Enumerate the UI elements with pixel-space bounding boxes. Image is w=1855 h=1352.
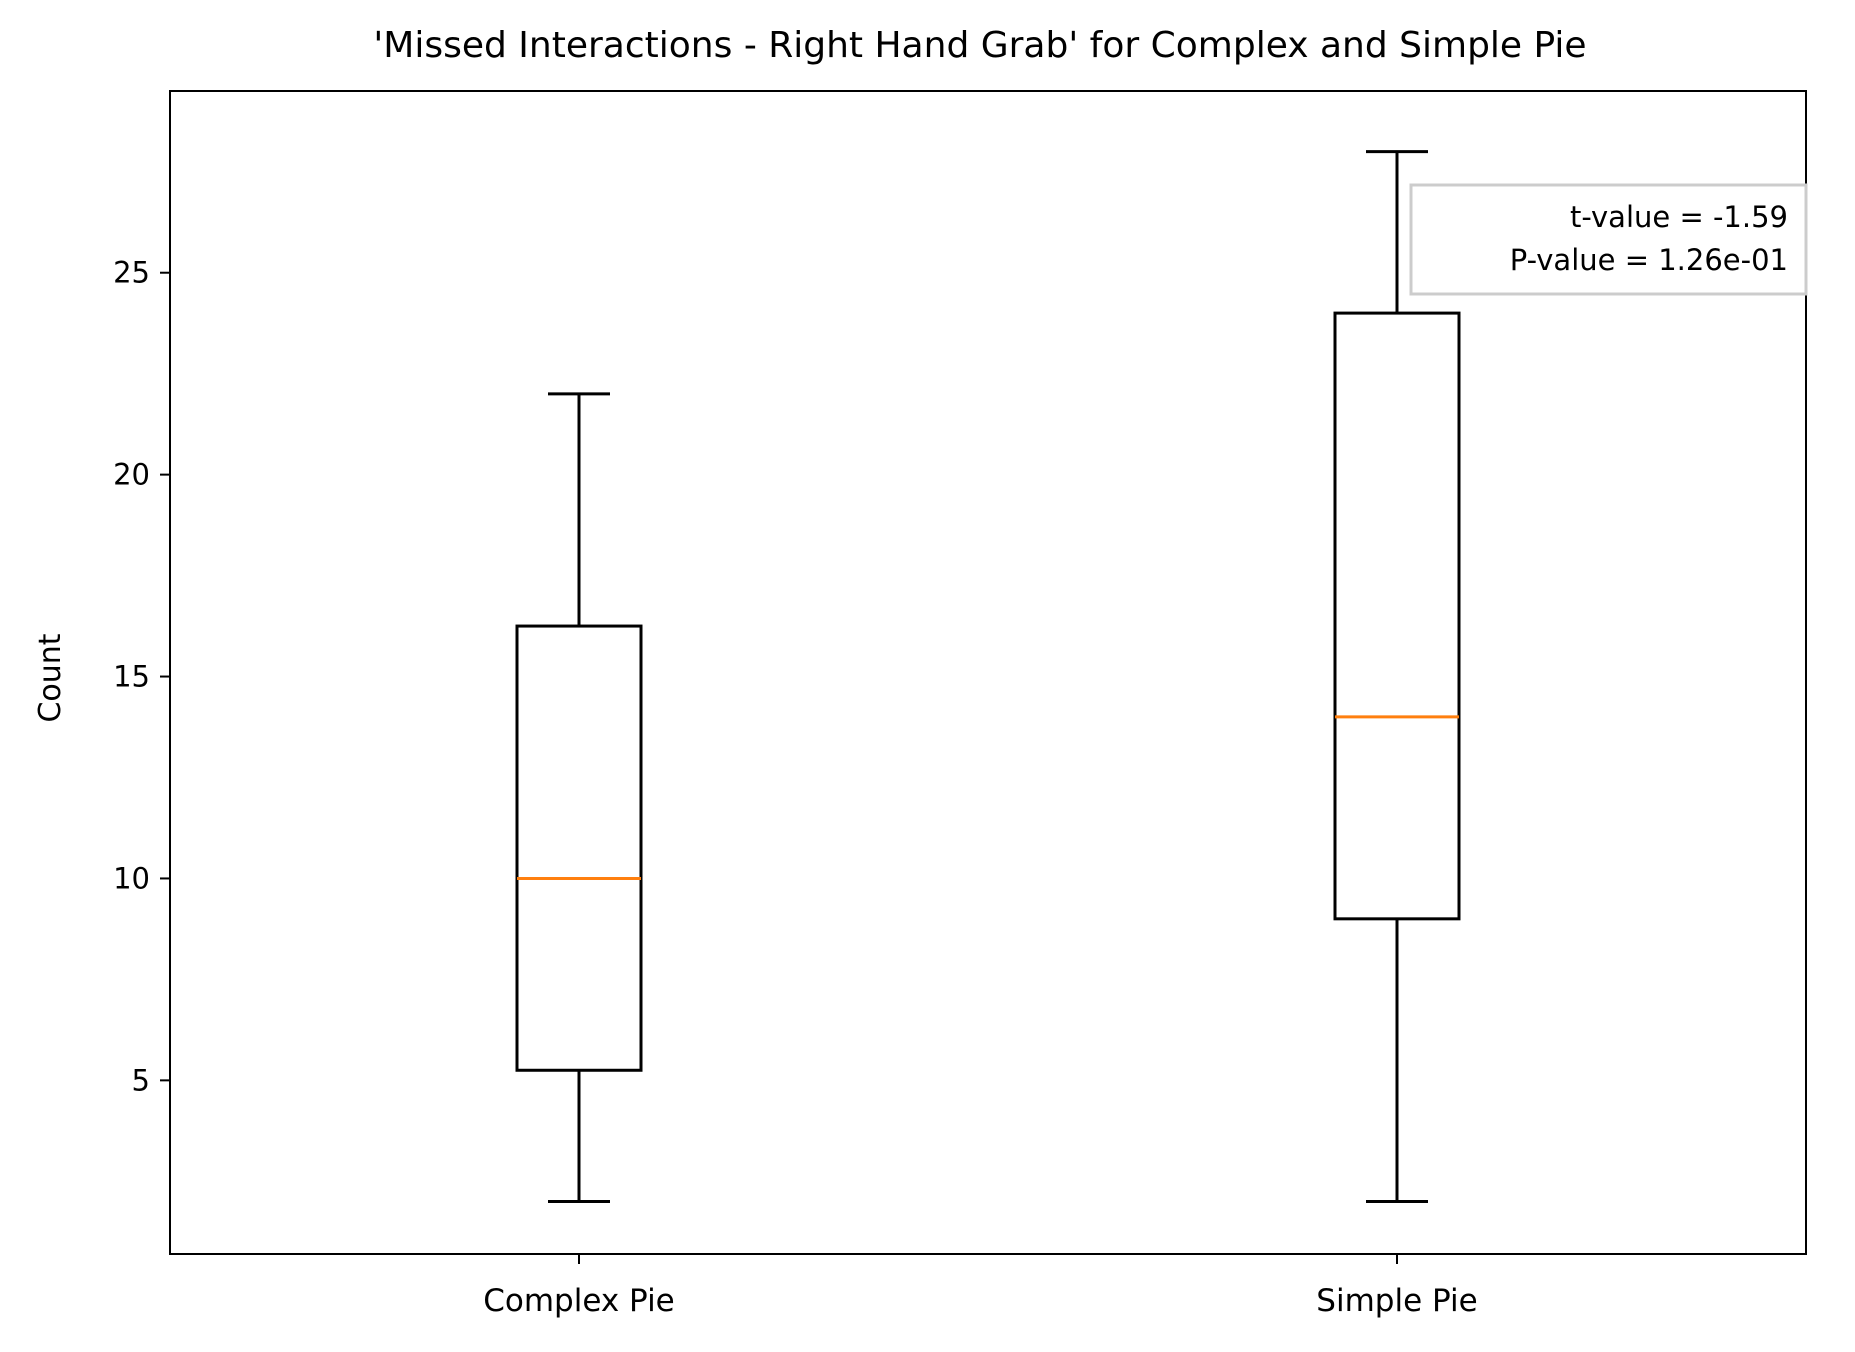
plot-area-frame bbox=[169, 90, 1807, 1255]
y-axis-label: Count bbox=[33, 633, 68, 722]
plot-marks: 5 10 15 20 25 Complex Pie Simple Pie bbox=[113, 150, 1478, 1319]
stats-annotation: t-value = -1.59 P-value = 1.26e-01 bbox=[1409, 183, 1808, 296]
x-tick-label: Complex Pie bbox=[483, 1283, 675, 1319]
annotation-box bbox=[1409, 183, 1808, 296]
y-tick-label: 25 bbox=[113, 256, 150, 290]
p-value-text: P-value = 1.26e-01 bbox=[1510, 243, 1788, 277]
box-simple-pie bbox=[1333, 311, 1461, 921]
chart-title: 'Missed Interactions - Right Hand Grab' … bbox=[373, 25, 1586, 66]
y-tick-label: 15 bbox=[113, 660, 150, 694]
y-tick-label: 10 bbox=[113, 861, 150, 895]
y-tick-label: 20 bbox=[113, 458, 150, 492]
x-tick-label: Simple Pie bbox=[1316, 1283, 1477, 1319]
t-value-text: t-value = -1.59 bbox=[1570, 200, 1788, 234]
y-tick-label: 5 bbox=[132, 1063, 150, 1097]
box-complex-pie bbox=[515, 624, 643, 1072]
